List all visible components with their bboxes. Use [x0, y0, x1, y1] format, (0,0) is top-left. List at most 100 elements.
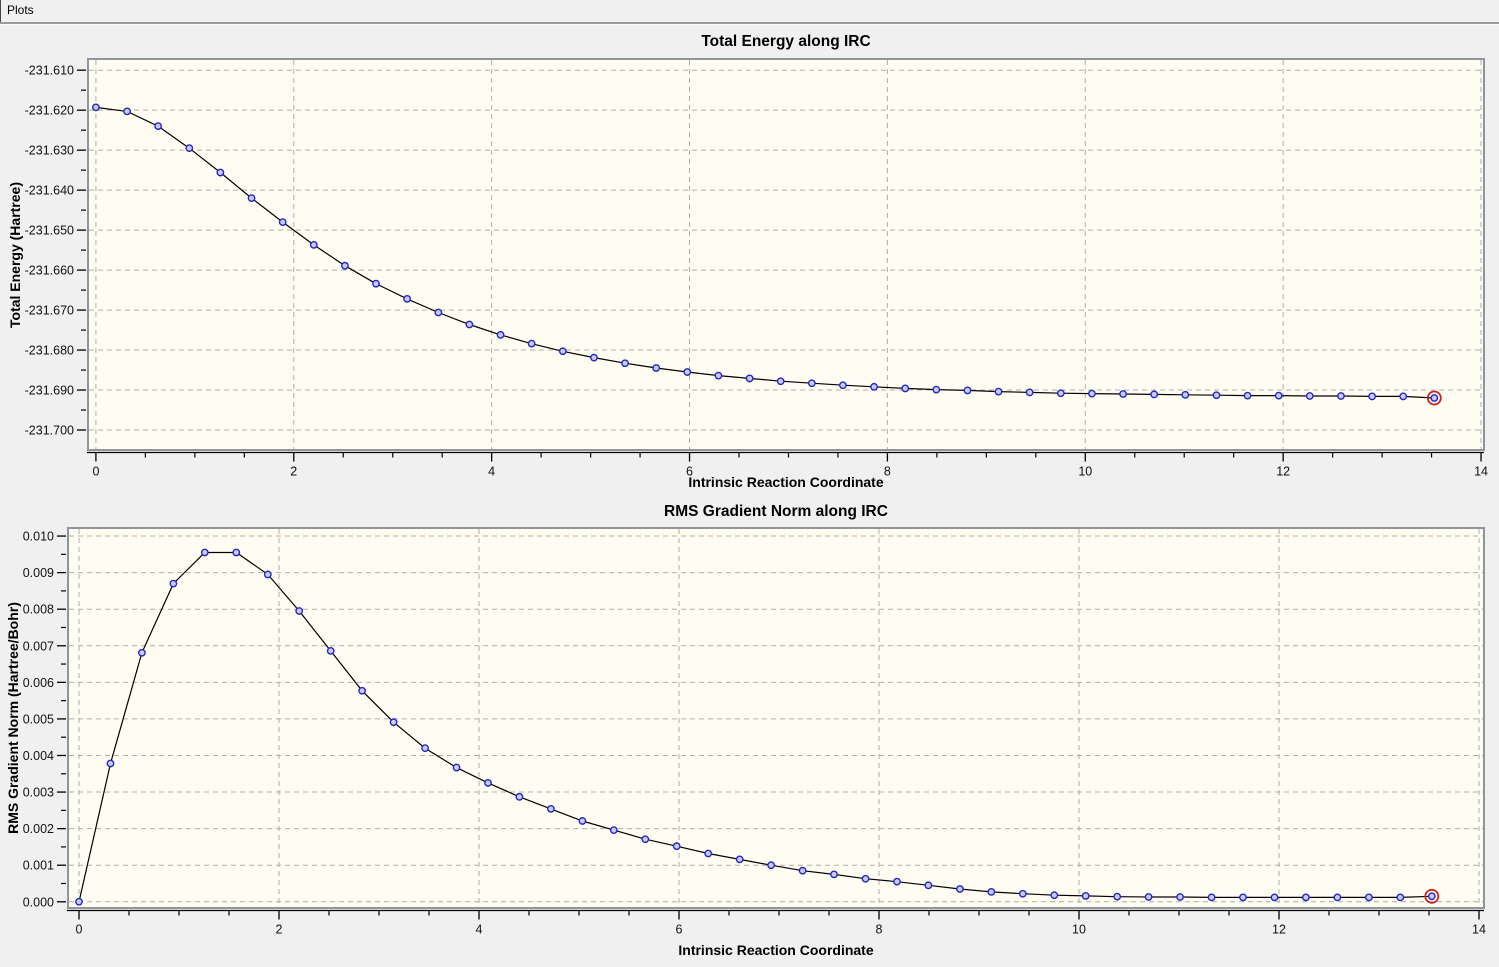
data-point-marker[interactable] [861, 874, 870, 883]
data-point-marker[interactable] [232, 548, 241, 557]
data-point-marker[interactable] [1365, 893, 1373, 902]
data-point-marker[interactable] [1274, 391, 1283, 400]
energy-chart-title: Total Energy along IRC [701, 33, 871, 50]
last-point-highlight-ring[interactable] [1424, 888, 1440, 904]
data-point-marker[interactable] [1243, 391, 1252, 400]
data-point-marker[interactable] [621, 359, 629, 368]
y-tick-label: -231.610 [25, 64, 74, 78]
data-point-marker[interactable] [1176, 893, 1185, 901]
data-point-marker[interactable] [1270, 893, 1279, 902]
data-point-marker[interactable] [1088, 389, 1096, 398]
data-point-marker[interactable] [1150, 390, 1159, 399]
data-point-marker[interactable] [798, 866, 807, 875]
data-point-marker[interactable] [683, 368, 692, 376]
data-point-marker[interactable] [1368, 392, 1377, 401]
data-point-marker[interactable] [1144, 893, 1153, 901]
data-point-marker[interactable] [870, 382, 878, 391]
data-point-marker[interactable] [704, 849, 713, 858]
data-point-marker[interactable] [893, 877, 901, 886]
data-point-marker[interactable] [609, 826, 618, 834]
data-point-marker[interactable] [200, 548, 209, 557]
data-point-marker[interactable] [956, 885, 964, 893]
data-point-marker[interactable] [372, 279, 380, 288]
data-point-marker[interactable] [421, 744, 429, 753]
data-point-marker[interactable] [1081, 892, 1090, 900]
data-point-marker[interactable] [767, 861, 775, 870]
data-point-marker[interactable] [1239, 893, 1247, 902]
data-point-marker[interactable] [735, 855, 744, 864]
plot-area[interactable] [67, 527, 1485, 909]
data-point-marker[interactable] [1056, 389, 1065, 398]
data-point-marker[interactable] [924, 881, 933, 890]
data-point-marker[interactable] [932, 385, 941, 394]
data-point-marker[interactable] [452, 763, 461, 772]
data-point-marker[interactable] [838, 381, 847, 390]
energy-chart-canvas[interactable]: 0 2 4 6 8 10 12 14 -231.610 -231.620 -231.630 -231.… [0, 24, 1499, 500]
data-point-marker[interactable] [590, 353, 598, 362]
data-point-marker[interactable] [776, 377, 785, 386]
data-point-marker[interactable] [987, 888, 996, 896]
data-point-marker[interactable] [1427, 892, 1436, 901]
x-tick-label: 2 [290, 465, 297, 479]
data-point-marker[interactable] [830, 870, 838, 879]
data-point-marker[interactable] [963, 386, 972, 395]
data-point-marker[interactable] [527, 339, 536, 348]
data-point-marker[interactable] [341, 261, 349, 270]
y-tick-label: -231.650 [25, 224, 74, 238]
data-point-marker[interactable] [1207, 893, 1216, 902]
data-point-marker[interactable] [389, 718, 398, 727]
data-point-marker[interactable] [1333, 893, 1342, 902]
data-point-marker[interactable] [1025, 388, 1034, 397]
data-point-marker[interactable] [745, 374, 754, 383]
data-point-marker[interactable] [672, 842, 681, 851]
y-tick-label: 0.004 [23, 749, 54, 763]
data-point-marker[interactable] [484, 779, 492, 787]
data-point-marker[interactable] [1018, 889, 1027, 898]
data-point-marker[interactable] [247, 194, 256, 203]
data-point-marker[interactable] [434, 308, 443, 317]
data-point-marker[interactable] [496, 330, 505, 339]
data-point-marker[interactable] [309, 241, 318, 249]
data-point-marker[interactable] [263, 570, 272, 579]
data-point-marker[interactable] [547, 804, 555, 813]
data-point-marker[interactable] [1181, 390, 1190, 399]
data-point-marker[interactable] [1305, 392, 1314, 400]
data-point-marker[interactable] [465, 320, 474, 329]
data-point-marker[interactable] [515, 792, 524, 801]
data-point-marker[interactable] [578, 817, 587, 825]
data-point-marker[interactable] [75, 897, 83, 906]
data-point-marker[interactable] [1113, 892, 1122, 901]
data-point-marker[interactable] [901, 384, 910, 393]
data-point-marker[interactable] [714, 371, 723, 380]
data-point-marker[interactable] [295, 607, 304, 615]
data-point-marker[interactable] [216, 168, 225, 177]
data-point-marker[interactable] [1302, 893, 1310, 902]
data-point-marker[interactable] [641, 835, 650, 844]
data-point-marker[interactable] [154, 122, 163, 131]
data-point-marker[interactable] [1399, 392, 1408, 401]
gradient-chart-canvas[interactable]: 0 2 4 6 8 10 12 14 0.000 0.001 0.002 0.003 0.004 0.00… [0, 500, 1499, 967]
data-point-marker[interactable] [1050, 891, 1059, 900]
data-point-marker[interactable] [807, 379, 816, 388]
data-point-marker[interactable] [123, 107, 131, 116]
data-point-marker[interactable] [1119, 390, 1127, 398]
last-point-highlight-ring[interactable] [1426, 390, 1442, 406]
data-point-marker[interactable] [652, 364, 661, 372]
data-point-marker[interactable] [326, 646, 335, 655]
data-point-marker[interactable] [1430, 394, 1439, 402]
titlebar-divider [0, 22, 1499, 25]
data-point-marker[interactable] [558, 347, 567, 356]
data-point-marker[interactable] [278, 218, 287, 227]
data-point-marker[interactable] [169, 579, 178, 588]
data-point-marker[interactable] [137, 648, 146, 657]
data-point-marker[interactable] [185, 144, 194, 153]
data-point-marker[interactable] [994, 387, 1003, 396]
data-point-marker[interactable] [403, 294, 412, 303]
data-point-marker[interactable] [1337, 392, 1345, 400]
data-point-marker[interactable] [1396, 893, 1405, 902]
data-point-marker[interactable] [358, 686, 366, 695]
data-point-marker[interactable] [92, 103, 100, 112]
data-point-marker[interactable] [106, 759, 115, 768]
data-point-marker[interactable] [1212, 391, 1221, 400]
plot-area[interactable] [87, 58, 1485, 451]
